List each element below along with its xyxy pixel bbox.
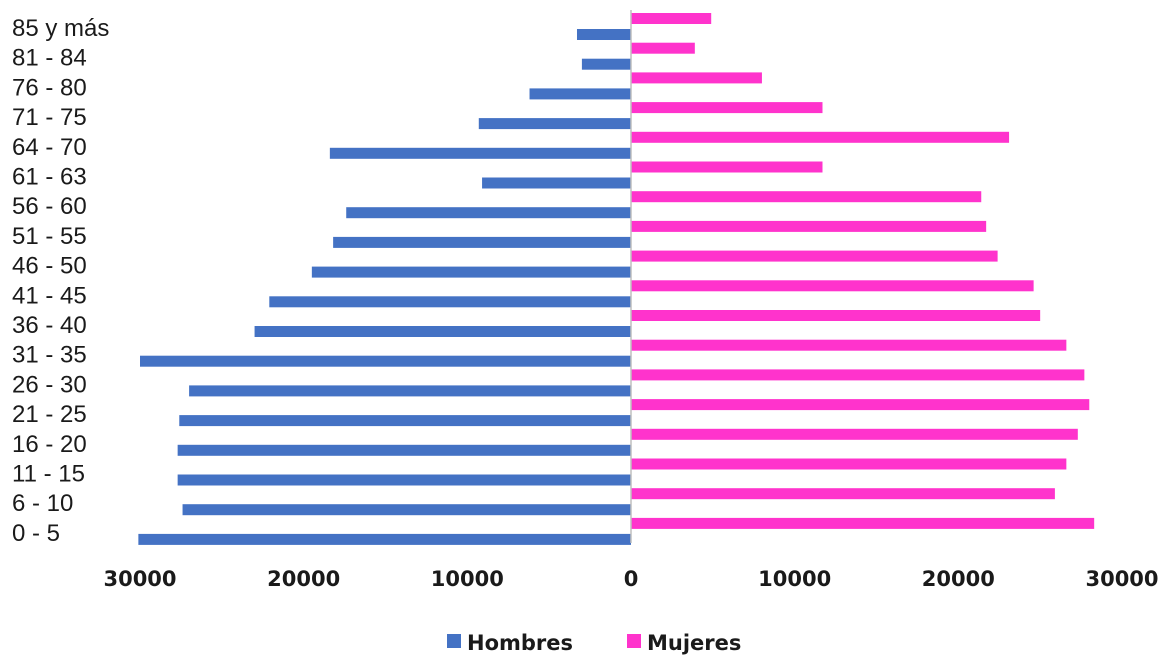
bar-mujeres-64-70 bbox=[631, 131, 1010, 143]
category-label-61-63: 61 - 63 bbox=[12, 164, 87, 191]
category-label-6-10: 6 - 10 bbox=[12, 490, 73, 517]
x-tick-label: 10000 bbox=[758, 567, 831, 591]
bar-hombres-85-y-m-s bbox=[576, 29, 631, 40]
category-label-11-15: 11 - 15 bbox=[12, 461, 85, 488]
category-label-64-70: 64 - 70 bbox=[12, 134, 87, 161]
category-label-0-5: 0 - 5 bbox=[12, 520, 60, 547]
category-label-26-30: 26 - 30 bbox=[12, 371, 87, 398]
bar-mujeres-61-63 bbox=[631, 161, 823, 173]
bars bbox=[138, 13, 1095, 545]
bar-hombres-31-35 bbox=[140, 355, 631, 367]
category-label-16-20: 16 - 20 bbox=[12, 431, 87, 458]
category-label-46-50: 46 - 50 bbox=[12, 253, 87, 280]
category-label-51-55: 51 - 55 bbox=[12, 223, 87, 250]
bar-hombres-6-10 bbox=[182, 504, 631, 516]
category-label-56-60: 56 - 60 bbox=[12, 193, 87, 220]
bar-mujeres-16-20 bbox=[631, 428, 1078, 440]
bar-hombres-76-80 bbox=[529, 88, 631, 100]
category-label-21-25: 21 - 25 bbox=[12, 401, 87, 428]
category-label-81-84: 81 - 84 bbox=[12, 45, 87, 72]
bar-mujeres-21-25 bbox=[631, 399, 1090, 411]
x-tick-label: 0 bbox=[624, 567, 639, 591]
bar-mujeres-81-84 bbox=[631, 42, 695, 54]
bar-mujeres-31-35 bbox=[631, 339, 1067, 351]
category-label-36-40: 36 - 40 bbox=[12, 312, 87, 339]
bar-mujeres-26-30 bbox=[631, 369, 1085, 381]
category-label-71-75: 71 - 75 bbox=[12, 104, 87, 131]
legend-label-hombres: Hombres bbox=[467, 631, 573, 655]
bar-hombres-0-5 bbox=[138, 533, 631, 545]
bar-mujeres-46-50 bbox=[631, 250, 998, 262]
bar-hombres-41-45 bbox=[269, 296, 631, 308]
bar-hombres-46-50 bbox=[311, 266, 631, 278]
category-label-31-35: 31 - 35 bbox=[12, 342, 87, 369]
bar-mujeres-76-80 bbox=[631, 72, 762, 84]
bar-hombres-11-15 bbox=[177, 474, 632, 486]
category-label-85-y-m-s: 85 y más bbox=[12, 15, 109, 42]
legend-label-mujeres: Mujeres bbox=[647, 631, 741, 655]
x-tick-label: 20000 bbox=[922, 567, 995, 591]
x-tick-label: 20000 bbox=[267, 567, 340, 591]
bar-mujeres-56-60 bbox=[631, 191, 982, 203]
bar-hombres-81-84 bbox=[581, 58, 631, 70]
bar-hombres-61-63 bbox=[482, 177, 631, 189]
bar-hombres-16-20 bbox=[177, 444, 632, 456]
bar-hombres-26-30 bbox=[189, 385, 631, 397]
legend-swatch-hombres bbox=[447, 634, 461, 648]
bar-mujeres-6-10 bbox=[631, 488, 1055, 500]
bar-hombres-51-55 bbox=[333, 236, 631, 248]
category-label-76-80: 76 - 80 bbox=[12, 74, 87, 101]
bar-mujeres-41-45 bbox=[631, 280, 1034, 292]
legend-swatch-mujeres bbox=[627, 634, 641, 648]
bar-mujeres-11-15 bbox=[631, 458, 1067, 470]
bar-hombres-71-75 bbox=[478, 118, 631, 130]
x-tick-label: 30000 bbox=[1085, 567, 1158, 591]
x-tick-label: 30000 bbox=[103, 567, 176, 591]
bar-hombres-21-25 bbox=[179, 415, 631, 427]
bar-mujeres-0-5 bbox=[631, 517, 1095, 529]
bar-mujeres-36-40 bbox=[631, 310, 1041, 321]
bar-hombres-56-60 bbox=[346, 207, 631, 219]
bar-hombres-64-70 bbox=[329, 147, 631, 159]
bar-mujeres-71-75 bbox=[631, 102, 823, 114]
bar-mujeres-85-y-m-s bbox=[631, 13, 712, 24]
legend: Hombres Mujeres bbox=[447, 631, 741, 655]
bar-mujeres-51-55 bbox=[631, 220, 987, 232]
x-tick-label: 10000 bbox=[431, 567, 504, 591]
category-label-41-45: 41 - 45 bbox=[12, 282, 87, 309]
x-axis-ticks: 30000 20000 10000 0 10000 20000 30000 bbox=[103, 567, 1158, 591]
bar-hombres-36-40 bbox=[254, 326, 632, 337]
